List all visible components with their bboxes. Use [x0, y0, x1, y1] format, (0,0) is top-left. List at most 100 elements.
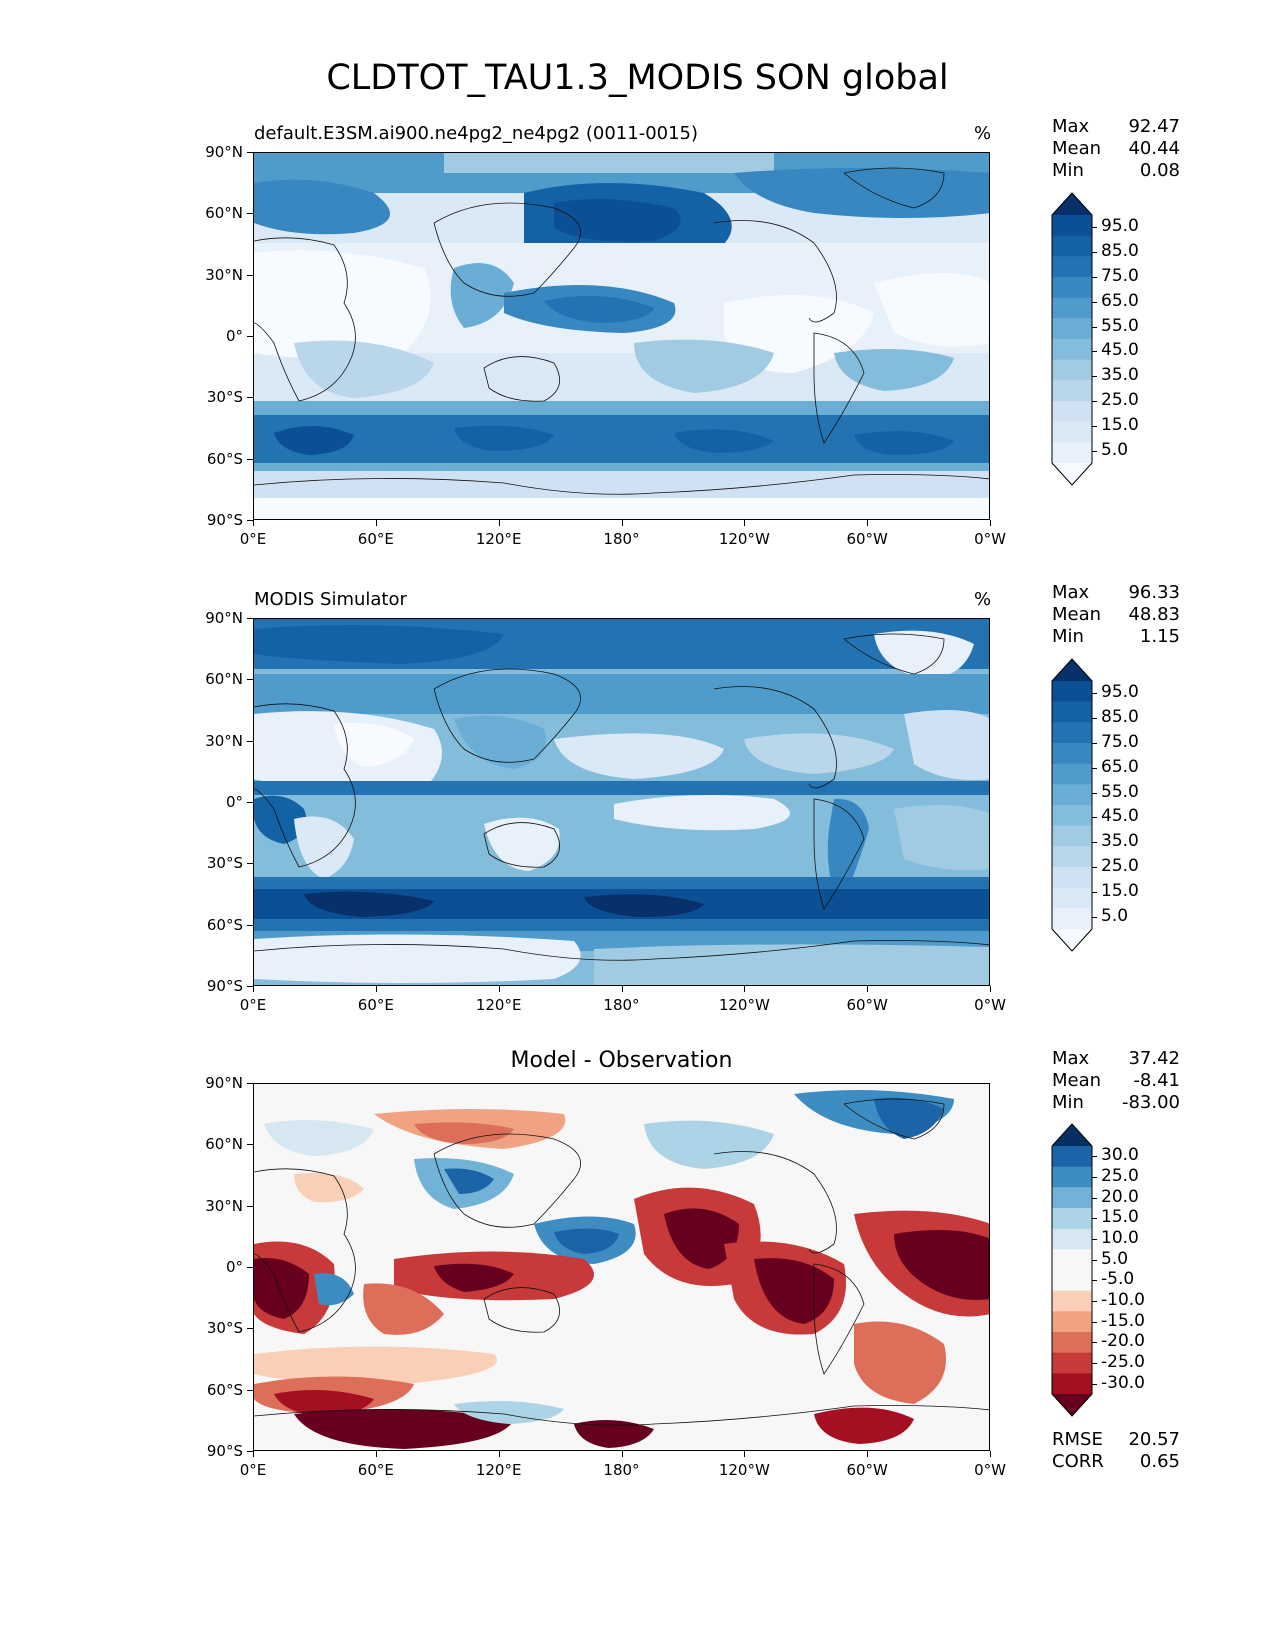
x-tick-mark: [498, 1451, 500, 1457]
stats-box: Max 96.33 Mean 48.83 Min 1.15: [1052, 582, 1180, 648]
colorbar-tick-mark: [1092, 743, 1097, 744]
y-tick-mark: [247, 397, 253, 399]
y-tick-mark: [247, 1328, 253, 1330]
y-tick-mark: [247, 336, 253, 337]
colorbar-tick-mark: [1092, 326, 1097, 328]
x-tick-label: 120°W: [718, 996, 770, 1014]
panel-title: MODIS Simulator: [254, 589, 407, 610]
stat-value: 40.44: [1128, 138, 1180, 159]
y-tick-label: 0°: [225, 327, 243, 345]
y-tick-mark: [247, 458, 253, 460]
y-tick-label: 30°N: [205, 265, 243, 284]
colorbar-tick-mark: [1092, 376, 1097, 378]
x-tick-mark: [621, 986, 623, 992]
y-tick-mark: [247, 1144, 253, 1146]
colorbar-tick-mark: [1092, 916, 1097, 918]
colorbar-extend-max: [1052, 659, 1092, 681]
colorbar-tick-label: 45.0: [1101, 340, 1139, 361]
colorbar-segment: [1052, 1166, 1092, 1188]
colorbar-segment: [1052, 1332, 1092, 1354]
colorbar-segment: [1052, 805, 1092, 827]
colorbar-tick-mark: [1092, 1259, 1097, 1261]
colorbar-extend-max: [1052, 193, 1092, 215]
y-tick-mark: [247, 1267, 253, 1268]
x-tick-mark: [253, 520, 254, 526]
colorbar-tick-label: 35.0: [1101, 365, 1139, 386]
map-observation-field: [254, 619, 989, 985]
figure-title: CLDTOT_TAU1.3_MODIS SON global: [326, 58, 949, 98]
colorbar-segment: [1052, 1270, 1092, 1292]
colorbar-segment: [1052, 1352, 1092, 1374]
y-tick-label: 0°: [225, 793, 243, 811]
x-tick-label: 0°W: [974, 1461, 1006, 1479]
x-tick-mark: [375, 520, 377, 526]
colorbar-segment: [1052, 784, 1092, 806]
y-tick-label: 30°S: [206, 854, 243, 873]
colorbar-extend-min: [1052, 929, 1092, 951]
colorbar: [1051, 192, 1093, 486]
colorbar-tick-mark: [1092, 425, 1097, 427]
y-tick-label: 90°S: [206, 977, 243, 995]
colorbar-tick-label: 25.0: [1101, 390, 1139, 410]
colorbar-tick-label: -15.0: [1101, 1310, 1145, 1331]
x-tick-mark: [990, 520, 991, 526]
y-tick-mark: [247, 802, 253, 803]
metric-label: RMSE: [1052, 1429, 1103, 1450]
y-tick-label: 60°S: [206, 449, 243, 468]
y-tick-label: 30°S: [206, 388, 243, 407]
x-tick-mark: [744, 986, 746, 992]
colorbar-segment: [1052, 442, 1092, 464]
colorbar-tick-label: 45.0: [1101, 806, 1139, 827]
x-tick-label: 0°E: [239, 1461, 267, 1479]
colorbar-tick-label: 95.0: [1101, 682, 1139, 703]
y-tick-mark: [247, 679, 253, 681]
colorbar-tick-mark: [1092, 1239, 1097, 1240]
y-tick-label: 60°N: [205, 670, 243, 689]
x-tick-mark: [621, 1451, 623, 1457]
stat-value: 92.47: [1128, 116, 1180, 137]
colorbar-tick-mark: [1092, 301, 1097, 303]
colorbar-tick-label: 20.0: [1101, 1186, 1139, 1207]
colorbar-tick-label: 25.0: [1101, 856, 1139, 876]
x-tick-label: 60°E: [357, 530, 394, 548]
colorbar-tick-label: -10.0: [1101, 1290, 1145, 1310]
colorbar-outline: [1051, 1123, 1093, 1417]
colorbar-tick-label: -30.0: [1101, 1372, 1145, 1393]
stat-label: Max: [1052, 1048, 1090, 1069]
x-tick-mark: [990, 1451, 991, 1457]
colorbar: [1051, 1123, 1093, 1417]
x-tick-mark: [253, 986, 254, 992]
colorbar-tick-mark: [1092, 842, 1097, 844]
y-tick-label: 90°N: [205, 609, 243, 627]
y-tick-label: 30°S: [206, 1319, 243, 1338]
colorbar-tick-mark: [1092, 891, 1097, 893]
x-tick-label: 60°W: [846, 1461, 888, 1479]
x-tick-mark: [867, 520, 869, 526]
colorbar-tick-mark: [1092, 767, 1097, 769]
stat-value: 48.83: [1128, 604, 1180, 625]
colorbar-tick-label: 5.0: [1101, 1248, 1129, 1269]
x-tick-mark: [744, 520, 746, 526]
y-tick-mark: [247, 152, 253, 153]
colorbar-segment: [1052, 1146, 1092, 1168]
y-tick-mark: [247, 1451, 253, 1452]
x-tick-mark: [867, 1451, 869, 1457]
stat-label: Min: [1052, 160, 1084, 181]
stat-value: 96.33: [1128, 582, 1180, 603]
y-tick-mark: [247, 1083, 253, 1084]
colorbar-segment: [1052, 215, 1092, 237]
map-difference: [253, 1083, 990, 1451]
colorbar-segment: [1052, 908, 1092, 930]
stat-value: -83.00: [1121, 1092, 1180, 1113]
y-tick-label: 0°: [225, 1258, 243, 1276]
y-tick-label: 30°N: [205, 1196, 243, 1215]
x-tick-mark: [253, 1451, 254, 1457]
colorbar-tick-mark: [1092, 401, 1097, 402]
colorbar-tick-mark: [1092, 1197, 1097, 1199]
colorbar-segment: [1052, 846, 1092, 868]
y-tick-label: 30°N: [205, 731, 243, 750]
colorbar-tick-label: 5.0: [1101, 439, 1129, 460]
colorbar-tick-label: 15.0: [1101, 414, 1139, 435]
colorbar-tick-label: -25.0: [1101, 1352, 1145, 1372]
stats-box: Max 37.42 Mean -8.41 Min -83.00: [1052, 1048, 1180, 1114]
